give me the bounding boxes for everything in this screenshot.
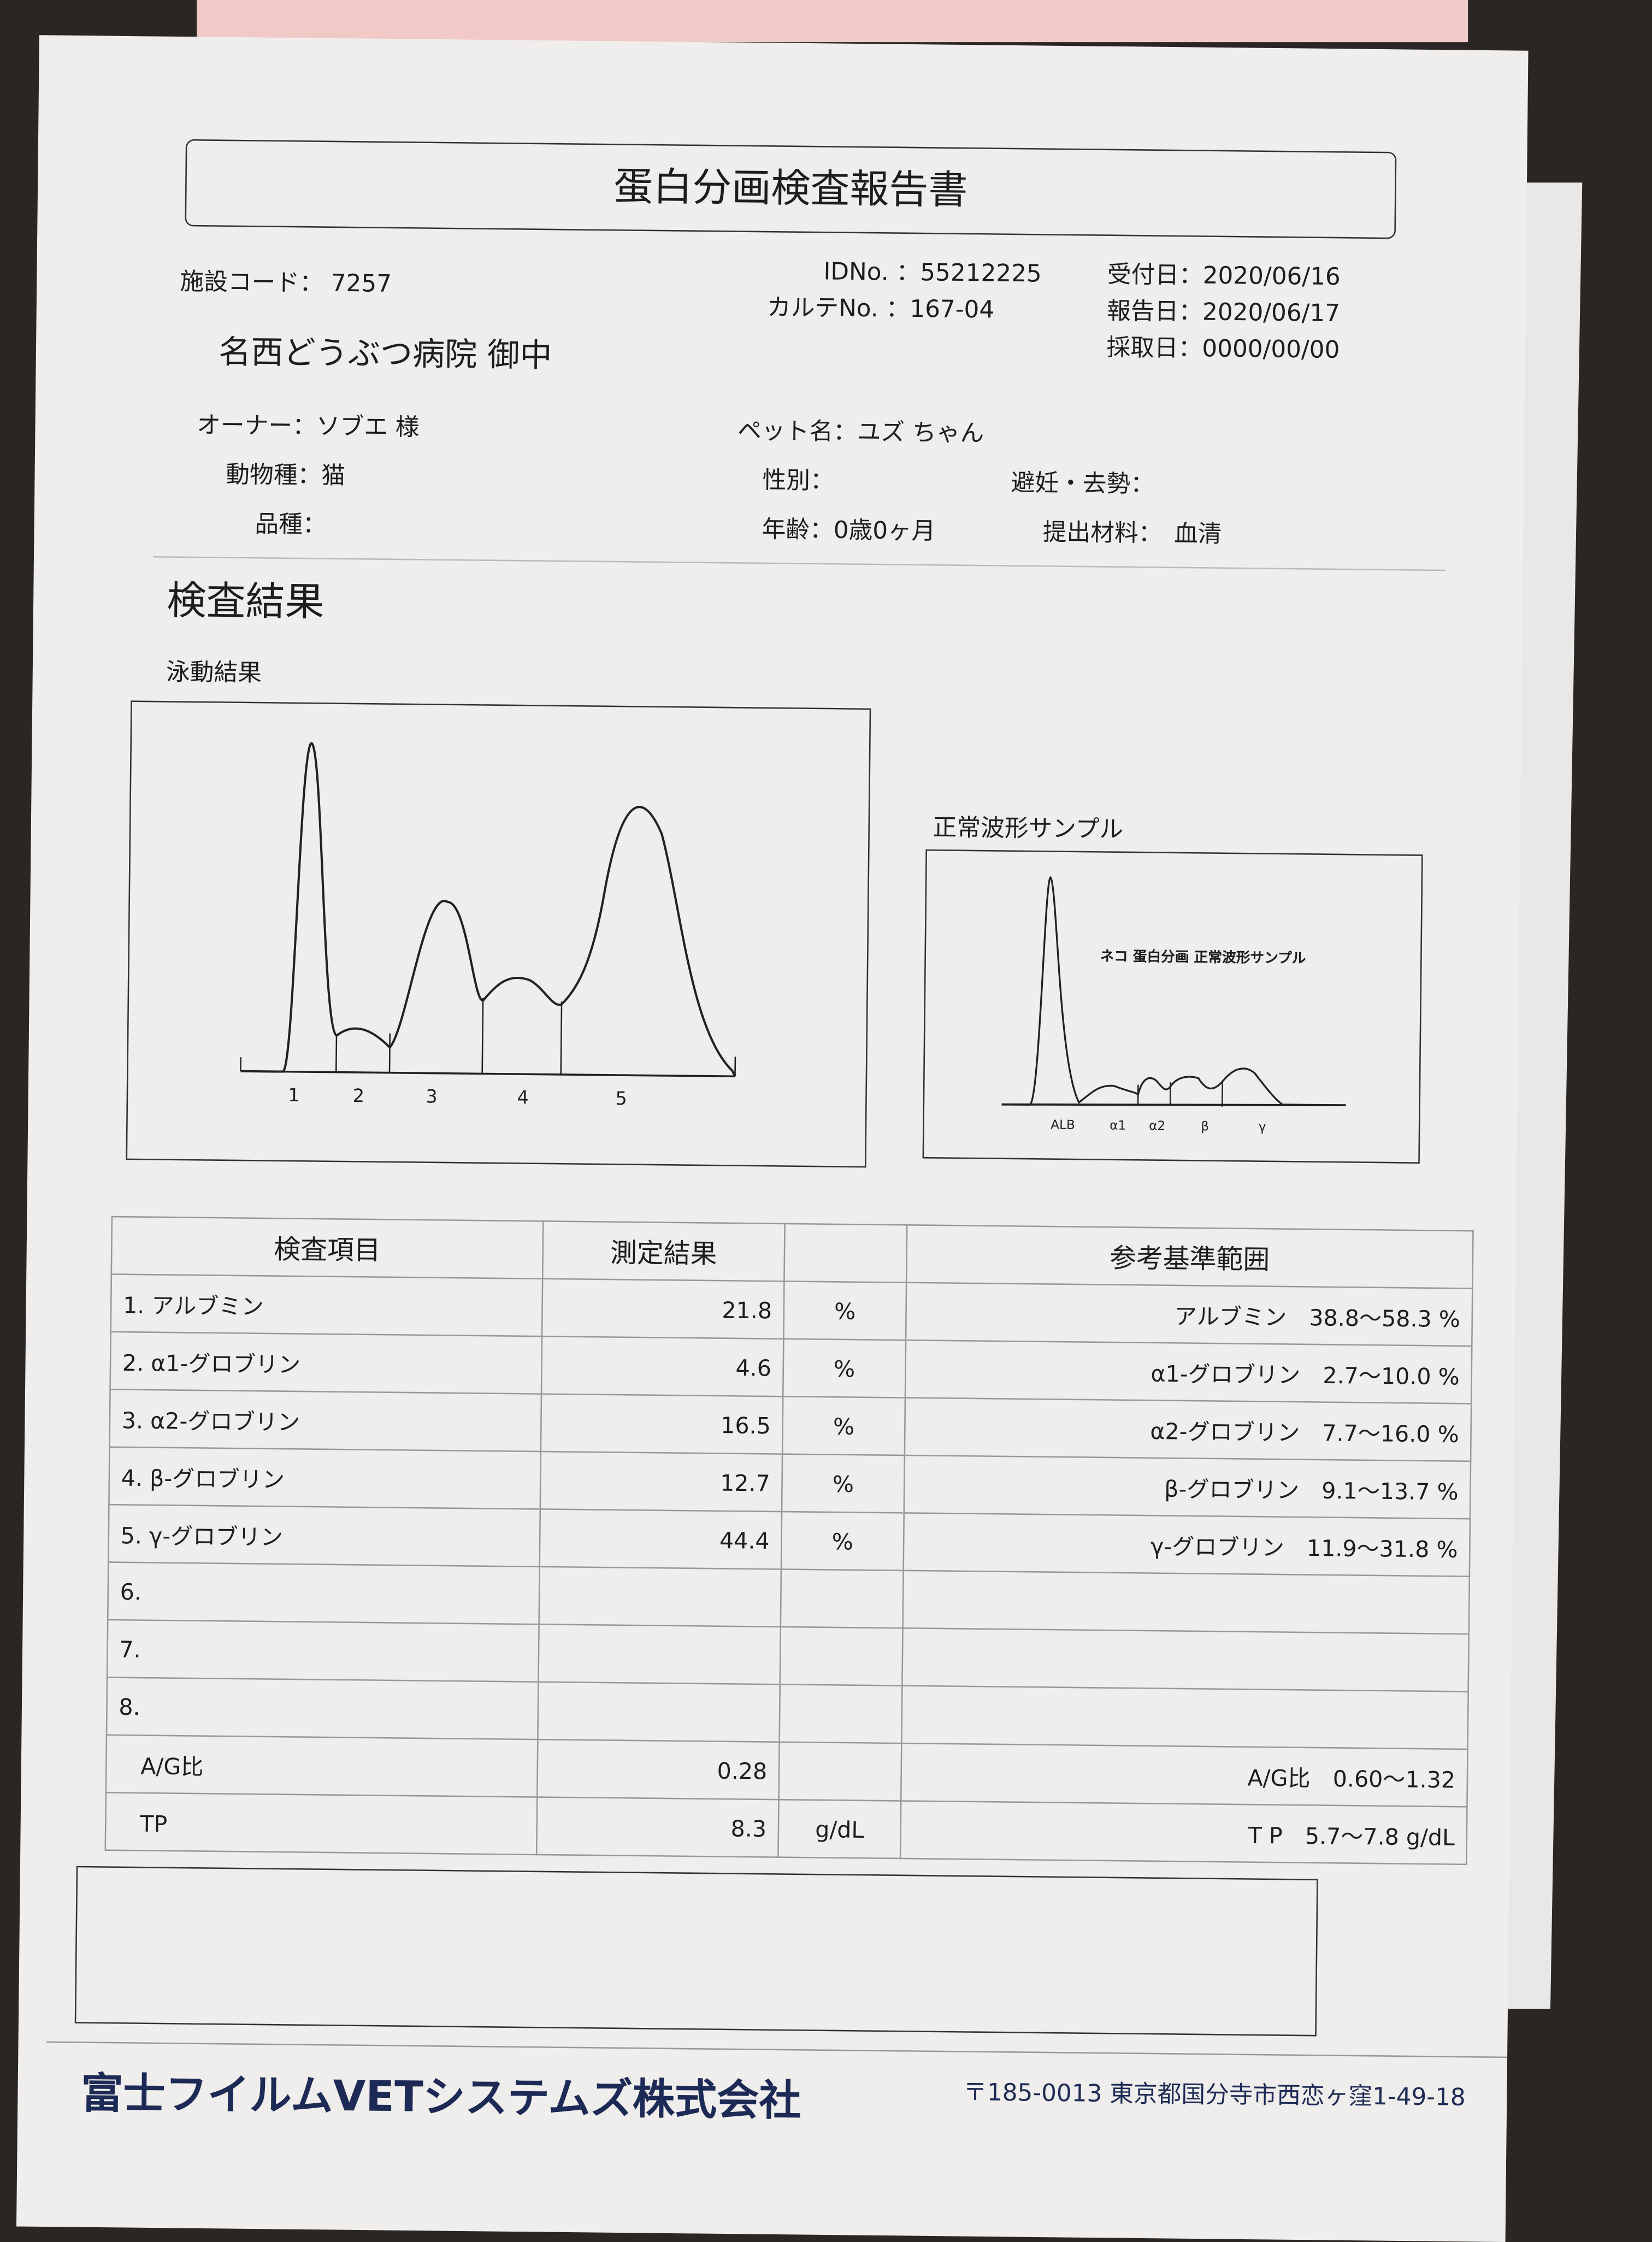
row-item: 4. β-グロブリン [109,1447,540,1509]
row-unit [780,1684,902,1743]
row-reference: アルブミン 38.8～58.3 % [906,1283,1472,1346]
sample-label: α2 [1149,1120,1165,1134]
pet-name: ペット名：ユズ ちゃん [738,410,984,448]
row-reference [903,1571,1470,1634]
breed: 品種： [255,504,327,540]
sample-label: β [1201,1120,1209,1135]
sample-caption: ネコ 蛋白分画 正常波形サンプル [1100,944,1306,967]
collection-date: 採取日：0000/00/00 [1106,327,1340,365]
row-item: 8. [107,1677,538,1739]
electrophoresis-chart: 1 2 3 4 5 [126,700,871,1167]
sample-label: α1 [1110,1119,1126,1134]
comment-box [75,1866,1318,2037]
sex: 性別： [762,460,834,496]
sample-heading: 正常波形サンプル [933,807,1123,845]
divider [154,556,1446,571]
id-number: IDNo. ：55212225 [823,251,1042,288]
row-value: 44.4 [540,1509,782,1569]
row-value: 0.28 [537,1739,779,1800]
row-reference: α2-グロブリン 7.7～16.0 % [905,1398,1471,1461]
row-reference: A/G比 0.60～1.32 [901,1743,1467,1807]
row-item: 5. γ-グロブリン [108,1504,540,1567]
age: 年齢：0歳0ヶ月 [762,509,936,546]
karte-number: カルテNo. ：167-04 [767,287,995,325]
sample-label: ALB [1051,1119,1075,1133]
row-unit [780,1627,903,1686]
row-reference: β-グロブリン 9.1～13.7 % [904,1455,1471,1519]
fraction-label: 1 [288,1085,300,1107]
row-value: 12.7 [540,1452,782,1512]
pink-sheet [197,0,1468,42]
row-item: 1. アルブミン [111,1274,542,1336]
row-value: 21.8 [542,1279,784,1339]
row-item: A/G比 [106,1735,538,1797]
report-title: 蛋白分画検査報告書 [185,139,1396,239]
row-unit: % [781,1512,904,1571]
company-address: 〒185-0013 東京都国分寺市西恋ヶ窪1-49-18 [963,2072,1466,2113]
row-unit: % [782,1454,905,1513]
fraction-label: 5 [615,1089,627,1111]
row-value [539,1567,781,1627]
header-reference: 参考基準範囲 [906,1225,1473,1288]
row-value: 4.6 [541,1336,783,1396]
row-unit [781,1569,904,1628]
row-reference: T P 5.7～7.8 g/dL [900,1801,1467,1865]
report-date: 報告日：2020/06/17 [1107,291,1340,328]
report-paper: 蛋白分画検査報告書 施設コード： 7257 IDNo. ：55212225 カル… [16,35,1529,2242]
sample-label: γ [1259,1121,1266,1135]
header-item: 検査項目 [111,1217,543,1279]
row-unit [779,1742,902,1801]
fraction-label: 4 [517,1088,529,1110]
header-result: 測定結果 [542,1221,784,1281]
electrophoresis-curve [127,702,870,1166]
species: 動物種：猫 [226,455,345,491]
row-unit: % [783,1281,906,1340]
footer-divider [46,2042,1507,2058]
fraction-label: 2 [352,1087,364,1108]
fraction-label: 3 [426,1087,438,1108]
row-value [538,1682,780,1742]
row-item: 6. [108,1562,539,1625]
row-item: 2. α1-グロブリン [110,1332,542,1394]
company-name: 富士フイルムVETシステムズ株式会社 [81,2058,801,2128]
row-item: 7. [107,1620,539,1682]
row-reference [902,1628,1468,1691]
row-value: 16.5 [541,1394,783,1454]
row-reference [901,1686,1468,1749]
results-heading: 検査結果 [167,570,324,628]
sample-curve [924,851,1421,1162]
material: 提出材料： 血清 [1043,512,1223,549]
neuter: 避妊・去勢： [1011,463,1154,499]
row-reference: γ-グロブリン 11.9～31.8 % [904,1513,1470,1576]
electrophoresis-heading: 泳動結果 [166,652,262,688]
normal-sample-chart: ネコ 蛋白分画 正常波形サンプル ALB α1 α2 β γ [923,849,1423,1164]
row-reference: α1-グロブリン 2.7～10.0 % [905,1340,1472,1403]
header-unit [784,1224,907,1283]
row-value: 8.3 [536,1797,778,1857]
row-unit: % [783,1339,906,1398]
row-item: 3. α2-グロブリン [110,1389,541,1452]
row-unit: g/dL [778,1800,901,1858]
row-value [538,1624,780,1684]
row-unit: % [782,1396,905,1455]
facility-code: 施設コード： 7257 [180,261,392,298]
row-item: TP [105,1792,537,1855]
hospital-name: 名西どうぶつ病院 御中 [219,325,552,376]
owner: オーナー：ソブエ 様 [197,405,420,442]
received-date: 受付日：2020/06/16 [1107,254,1341,292]
